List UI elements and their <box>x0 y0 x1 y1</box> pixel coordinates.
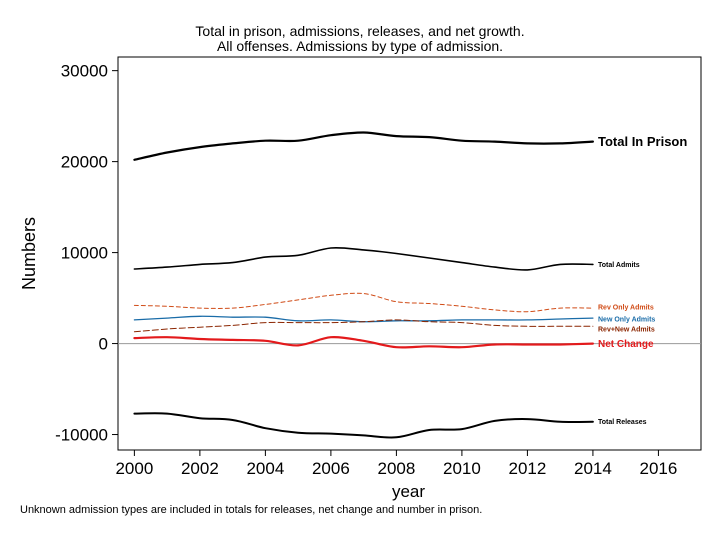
series-label-net-change: Net Change <box>598 339 654 350</box>
chart-subtitle: All offenses. Admissions by type of admi… <box>216 38 504 54</box>
series-label-total-in-prison: Total In Prison <box>598 134 687 149</box>
series-label-rev-only-admits: Rev Only Admits <box>598 305 654 312</box>
series-line-rev-only-admits <box>133 292 594 313</box>
series-line-total-admits <box>133 246 594 271</box>
series-line-total-releases <box>133 412 594 439</box>
footnote: Unknown admission types are included in … <box>20 504 483 516</box>
x-tick-label: 2010 <box>443 459 481 478</box>
x-tick-label: 2006 <box>312 459 350 478</box>
chart-title: Total in prison, admissions, releases, a… <box>195 23 525 39</box>
x-tick-label: 2002 <box>181 459 219 478</box>
axes: -10000 0 10000 20000 30000 2000 2002 2004 2006 20… <box>19 56 702 501</box>
series-label-total-releases: Total Releases <box>598 419 647 426</box>
y-axis-title: Numbers <box>19 217 39 290</box>
plot-frame <box>117 56 702 451</box>
x-axis-title: year <box>392 482 425 501</box>
y-tick-label: 20000 <box>61 153 108 172</box>
series-label-rev-new-admits: Rev+New Admits <box>598 327 655 334</box>
series-line-net-change <box>133 335 594 349</box>
series-label-total-admits: Total Admits <box>598 262 640 269</box>
x-tick-label: 2016 <box>640 459 678 478</box>
series-line-total-in-prison <box>133 131 594 161</box>
y-tick-label: 30000 <box>61 62 108 81</box>
x-tick-label: 2012 <box>508 459 546 478</box>
x-tick-label: 2008 <box>377 459 415 478</box>
series-labels: Total In Prison Total Admits Rev Only Admi… <box>598 134 687 426</box>
series-line-new-only-admits <box>133 315 594 323</box>
x-tick-label: 2000 <box>115 459 153 478</box>
y-tick-label: -10000 <box>55 426 108 445</box>
series-label-new-only-admits: New Only Admits <box>598 317 655 324</box>
y-tick-label: 10000 <box>61 244 108 263</box>
y-tick-label: 0 <box>99 335 108 354</box>
x-tick-label: 2004 <box>246 459 284 478</box>
series-layer <box>133 131 594 439</box>
x-tick-label: 2014 <box>574 459 612 478</box>
series-line-rev-new-admits <box>133 319 594 333</box>
